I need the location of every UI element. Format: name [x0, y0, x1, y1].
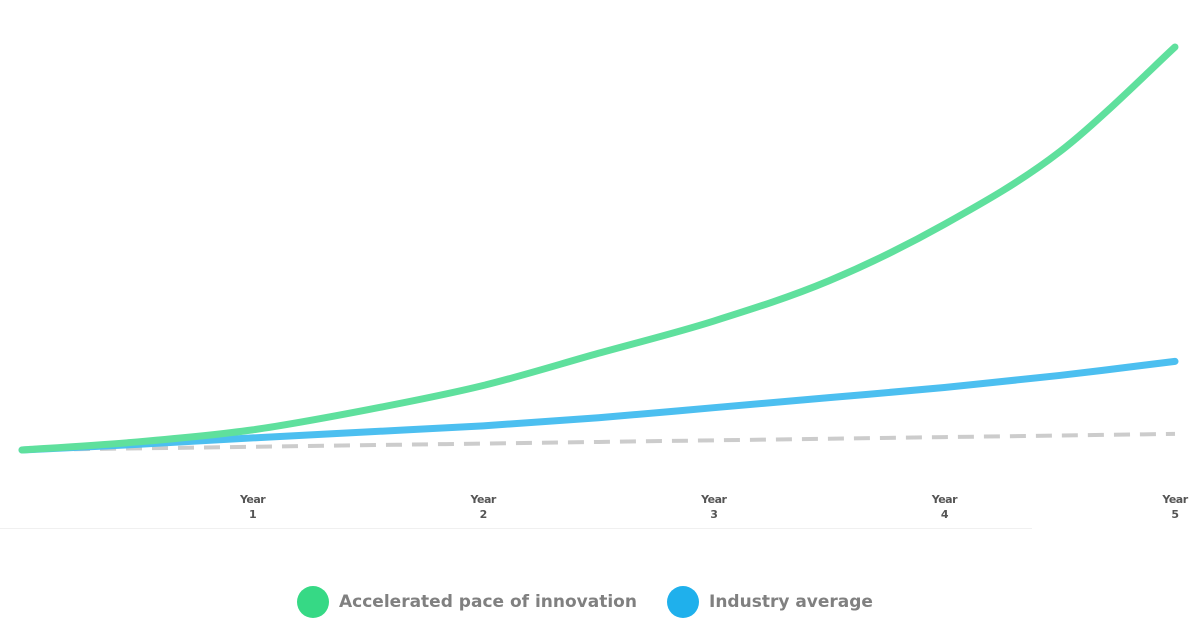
legend-label: Industry average — [709, 592, 873, 612]
series-line — [18, 357, 1179, 454]
legend-item: Industry average — [667, 586, 873, 618]
legend-label: Accelerated pace of innovation — [339, 592, 637, 612]
legend-swatch — [297, 586, 329, 618]
x-tick-label: Year 2 — [470, 493, 497, 521]
x-tick-label: Year 1 — [239, 493, 266, 521]
legend-item: Accelerated pace of innovation — [297, 586, 637, 618]
x-tick-label: Year 3 — [701, 493, 727, 521]
series-line — [18, 43, 1179, 454]
series-line — [21, 431, 1176, 452]
x-tick-label: Year 5 — [1162, 493, 1188, 521]
x-tick-label: Year 4 — [931, 493, 958, 521]
legend-swatch — [667, 586, 699, 618]
